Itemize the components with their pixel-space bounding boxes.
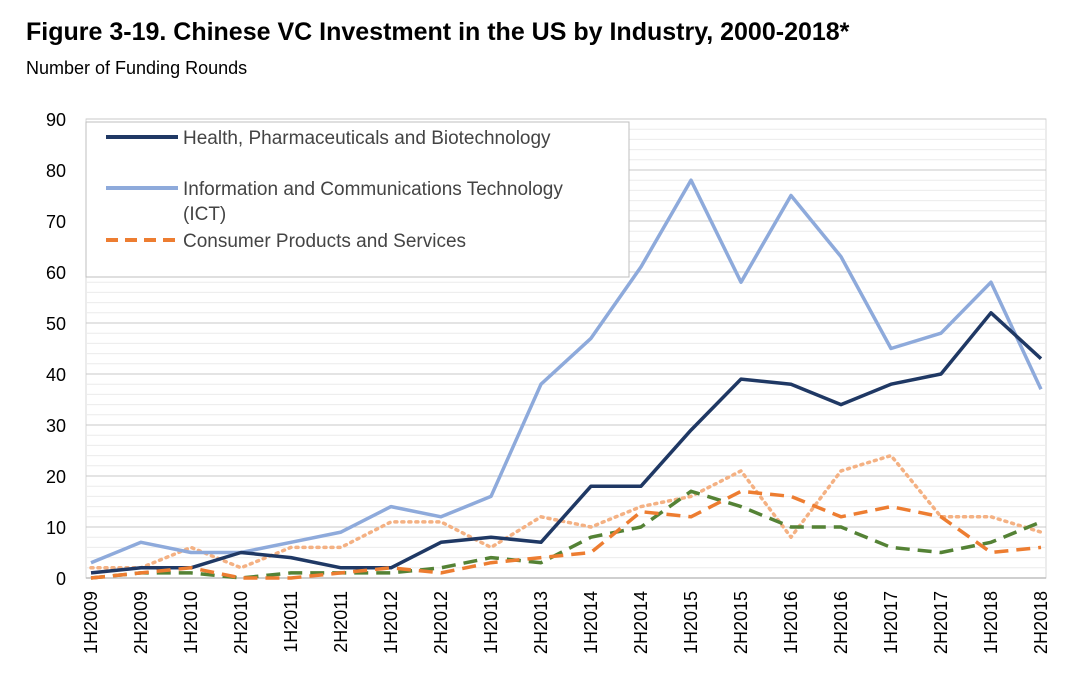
series-line-information-and-communications-technology-ict bbox=[90, 178, 1043, 565]
chart-title: Figure 3-19. Chinese VC Investment in th… bbox=[26, 18, 850, 46]
y-tick-label: 30 bbox=[46, 416, 66, 436]
series-lines bbox=[89, 178, 1043, 580]
y-axis-ticks: 0 10 20 30 40 50 60 70 80 90 bbox=[46, 110, 66, 589]
x-tick-label: 1H2017 bbox=[881, 591, 901, 654]
x-tick-label: 2H2010 bbox=[231, 591, 251, 654]
legend-label: Consumer Products and Services bbox=[183, 231, 466, 252]
x-tick-label: 2H2012 bbox=[431, 591, 451, 654]
series-line-health-pharmaceuticals-and-biotechnology bbox=[90, 311, 1043, 575]
x-tick-label: 1H2013 bbox=[481, 591, 501, 654]
y-tick-label: 0 bbox=[56, 569, 66, 589]
x-tick-label: 2H2014 bbox=[631, 591, 651, 654]
y-tick-label: 10 bbox=[46, 518, 66, 538]
x-tick-label: 2H2017 bbox=[931, 591, 951, 654]
x-tick-label: 1H2016 bbox=[781, 591, 801, 654]
x-tick-label: 1H2015 bbox=[681, 591, 701, 654]
x-tick-label: 1H2018 bbox=[981, 591, 1001, 654]
y-tick-label: 50 bbox=[46, 314, 66, 334]
x-tick-label: 2H2016 bbox=[831, 591, 851, 654]
y-tick-label: 60 bbox=[46, 263, 66, 283]
x-tick-label: 2H2011 bbox=[331, 591, 351, 653]
x-tick-label: 2H2015 bbox=[731, 591, 751, 654]
legend: Health, Pharmaceuticals and Biotechnolog… bbox=[85, 121, 630, 278]
x-tick-label: 1H2009 bbox=[81, 591, 101, 654]
x-tick-label: 1H2010 bbox=[181, 591, 201, 654]
x-tick-label: 1H2012 bbox=[381, 591, 401, 654]
x-tick-label: 1H2011 bbox=[281, 591, 301, 653]
y-tick-label: 80 bbox=[46, 161, 66, 181]
legend-box bbox=[85, 121, 630, 278]
series-line-consumer-products-and-services bbox=[90, 489, 1042, 580]
x-tick-label: 2H2018 bbox=[1031, 591, 1051, 654]
x-axis-ticks: 1H2009 2H2009 1H2010 2H2010 1H2011 2H2011 1H20… bbox=[81, 591, 1051, 654]
y-tick-label: 40 bbox=[46, 365, 66, 385]
legend-label: (ICT) bbox=[183, 204, 226, 225]
x-tick-label: 2H2013 bbox=[531, 591, 551, 654]
series-line-series-4-dotted bbox=[89, 453, 1043, 570]
y-tick-label: 20 bbox=[46, 467, 66, 487]
legend-label: Information and Communications Technolog… bbox=[183, 179, 563, 200]
y-tick-label: 70 bbox=[46, 212, 66, 232]
x-tick-label: 1H2014 bbox=[581, 591, 601, 654]
chart-subtitle: Number of Funding Rounds bbox=[26, 58, 248, 78]
y-tick-label: 90 bbox=[46, 110, 66, 130]
legend-label: Health, Pharmaceuticals and Biotechnolog… bbox=[183, 128, 551, 149]
x-tick-label: 2H2009 bbox=[131, 591, 151, 654]
